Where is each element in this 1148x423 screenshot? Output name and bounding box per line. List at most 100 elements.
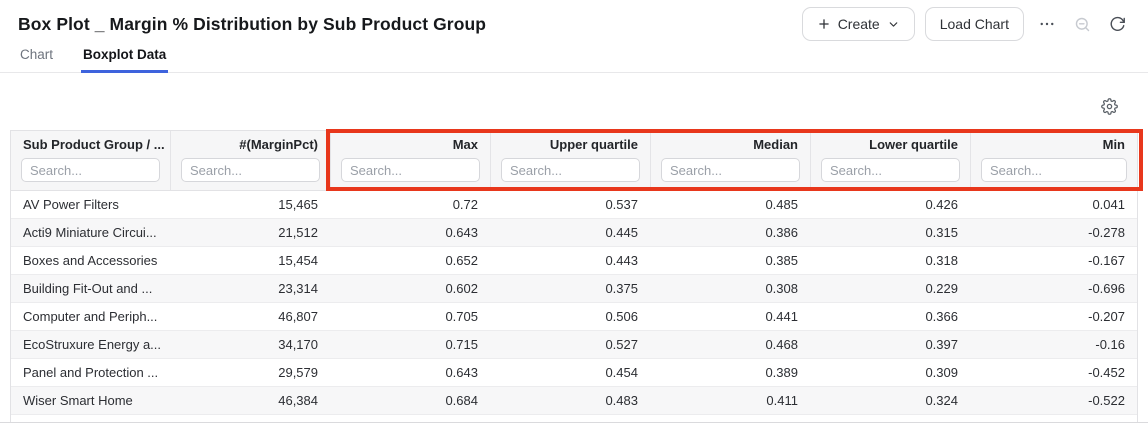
search-input-min[interactable] xyxy=(981,158,1127,182)
cell-marginpct-count: 23,314 xyxy=(278,281,318,296)
table-row[interactable]: Acti9 Miniature Circui... 21,512 0.643 0… xyxy=(11,219,1137,247)
zoom-out-button[interactable] xyxy=(1070,12,1095,37)
table-row[interactable]: EcoStruxure Energy a... 34,170 0.715 0.5… xyxy=(11,331,1137,359)
cell-lower-quartile: 0.397 xyxy=(925,337,958,352)
search-input-upper-quartile[interactable] xyxy=(501,158,640,182)
column-header-median[interactable]: Median xyxy=(650,131,810,154)
search-cell xyxy=(970,154,1137,190)
cell-min: -0.278 xyxy=(1088,225,1125,240)
header-search-row xyxy=(11,154,1137,190)
cell-lower-quartile: 0.318 xyxy=(925,253,958,268)
cell-upper-quartile: 0.445 xyxy=(605,225,638,240)
chevron-down-icon xyxy=(887,18,900,31)
create-button[interactable]: Create xyxy=(801,7,915,41)
ellipsis-icon xyxy=(1038,15,1056,33)
search-cell xyxy=(650,154,810,190)
plus-icon xyxy=(817,17,831,31)
cell-sub-product-group: Boxes and Accessories xyxy=(23,253,158,268)
cell-min: -0.452 xyxy=(1088,365,1125,380)
cell-median: 0.308 xyxy=(765,281,798,296)
cell-min: -0.696 xyxy=(1088,281,1125,296)
cell-lower-quartile: 0.324 xyxy=(925,393,958,408)
cell-marginpct-count: 46,384 xyxy=(278,393,318,408)
search-input-median[interactable] xyxy=(661,158,800,182)
cell-min: -0.207 xyxy=(1088,309,1125,324)
column-header-lower-quartile[interactable]: Lower quartile xyxy=(810,131,970,154)
cell-median: 0.411 xyxy=(766,393,798,408)
table-row[interactable]: Panel and Protection ... 29,579 0.643 0.… xyxy=(11,359,1137,387)
cell-sub-product-group: Panel and Protection ... xyxy=(23,365,159,380)
cell-median: 0.485 xyxy=(765,197,798,212)
cell-median: 0.468 xyxy=(765,337,798,352)
tab-boxplot-data[interactable]: Boxplot Data xyxy=(81,44,169,73)
refresh-button[interactable] xyxy=(1105,12,1130,37)
cell-lower-quartile: 0.309 xyxy=(925,365,958,380)
search-input-marginpct-count[interactable] xyxy=(181,158,320,182)
cell-median: 0.441 xyxy=(765,309,798,324)
cell-upper-quartile: 0.506 xyxy=(605,309,638,324)
load-chart-button[interactable]: Load Chart xyxy=(924,7,1024,41)
column-header-upper-quartile[interactable]: Upper quartile xyxy=(490,131,650,154)
create-button-label: Create xyxy=(837,16,880,32)
cell-lower-quartile: 0.366 xyxy=(925,309,958,324)
table-row[interactable]: Wiser Smart Home 46,384 0.684 0.483 0.41… xyxy=(11,387,1137,415)
table-settings-button[interactable] xyxy=(1097,95,1122,118)
cell-max: 0.643 xyxy=(445,365,478,380)
cell-upper-quartile: 0.454 xyxy=(605,365,638,380)
header-label-row: Sub Product Group / ... #(MarginPct) Max… xyxy=(11,131,1137,154)
cell-sub-product-group: Computer and Periph... xyxy=(23,309,158,324)
cell-min: -0.167 xyxy=(1088,253,1125,268)
boxplot-data-table: Sub Product Group / ... #(MarginPct) Max… xyxy=(10,129,1143,423)
search-cell xyxy=(11,154,170,190)
view-tabs: Chart Boxplot Data xyxy=(0,44,1148,73)
cell-marginpct-count: 15,454 xyxy=(278,253,318,268)
app-header: Box Plot _ Margin % Distribution by Sub … xyxy=(0,0,1148,44)
column-header-min[interactable]: Min xyxy=(970,131,1137,154)
table-row[interactable]: Computer and Periph... 46,807 0.705 0.50… xyxy=(11,303,1137,331)
cell-max: 0.705 xyxy=(445,309,478,324)
cell-median: 0.389 xyxy=(765,365,798,380)
table-row[interactable]: Boxes and Accessories 15,454 0.652 0.443… xyxy=(11,247,1137,275)
gear-icon xyxy=(1101,98,1118,115)
zoom-out-icon xyxy=(1074,16,1091,33)
cell-lower-quartile: 0.315 xyxy=(925,225,958,240)
search-cell xyxy=(490,154,650,190)
cell-sub-product-group: Wiser Smart Home xyxy=(23,393,133,408)
cell-lower-quartile: 0.426 xyxy=(925,197,958,212)
cell-sub-product-group: EcoStruxure Energy a... xyxy=(23,337,162,352)
search-input-sub-product-group[interactable] xyxy=(21,158,160,182)
column-header-sub-product-group[interactable]: Sub Product Group / ... xyxy=(23,137,165,152)
cell-min: -0.16 xyxy=(1095,337,1125,352)
load-chart-button-label: Load Chart xyxy=(939,16,1009,32)
table-row[interactable]: AV Power Filters 15,465 0.72 0.537 0.485… xyxy=(11,191,1137,219)
table-row[interactable]: Building Fit-Out and ... 23,314 0.602 0.… xyxy=(11,275,1137,303)
cell-upper-quartile: 0.443 xyxy=(605,253,638,268)
cell-upper-quartile: 0.375 xyxy=(605,281,638,296)
more-options-button[interactable] xyxy=(1034,11,1060,37)
cell-upper-quartile: 0.537 xyxy=(605,197,638,212)
search-input-max[interactable] xyxy=(341,158,480,182)
column-header-marginpct-count[interactable]: #(MarginPct) xyxy=(170,131,330,154)
cell-min: -0.522 xyxy=(1088,393,1125,408)
cell-upper-quartile: 0.483 xyxy=(605,393,638,408)
column-header-max[interactable]: Max xyxy=(330,131,490,154)
cell-max: 0.652 xyxy=(445,253,478,268)
cell-marginpct-count: 15,465 xyxy=(278,197,318,212)
search-cell xyxy=(330,154,490,190)
search-input-lower-quartile[interactable] xyxy=(821,158,960,182)
search-cell xyxy=(810,154,970,190)
cell-marginpct-count: 21,512 xyxy=(278,225,318,240)
tab-chart[interactable]: Chart xyxy=(20,47,54,62)
cell-lower-quartile: 0.229 xyxy=(925,281,958,296)
cell-marginpct-count: 29,579 xyxy=(278,365,318,380)
cell-max: 0.602 xyxy=(445,281,478,296)
cell-max: 0.643 xyxy=(445,225,478,240)
refresh-icon xyxy=(1109,16,1126,33)
cell-marginpct-count: 34,170 xyxy=(278,337,318,352)
cell-min: 0.041 xyxy=(1092,197,1125,212)
cell-max: 0.715 xyxy=(445,337,478,352)
cell-sub-product-group: Acti9 Miniature Circui... xyxy=(23,225,157,240)
cell-median: 0.386 xyxy=(765,225,798,240)
cell-max: 0.684 xyxy=(445,393,478,408)
table-toolbar xyxy=(0,73,1148,130)
